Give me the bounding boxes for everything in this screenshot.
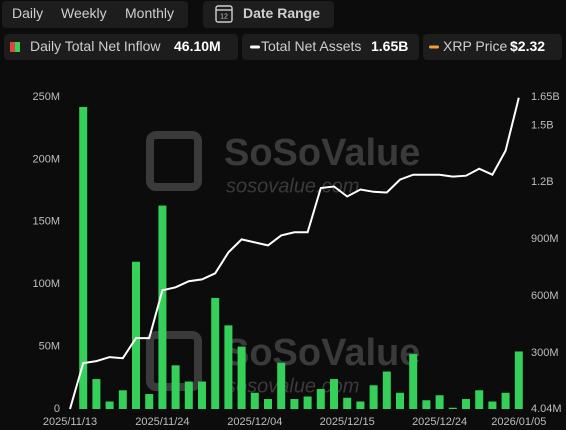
bar [382,371,391,409]
tab[interactable]: Weekly [61,5,107,21]
bar [316,389,325,409]
bar [514,351,523,409]
bar [132,261,140,409]
y2-tick-label: 1.5B [531,119,554,131]
legend-icon [15,42,20,52]
bar [79,106,88,409]
bar [92,379,101,409]
bar [277,362,286,409]
y-tick-label: 250M [32,91,60,103]
watermark-brand: SoSoValue [224,132,420,174]
legend-icon [250,45,260,49]
x-tick-label: 2025/11/24 [135,416,189,428]
bar [198,381,206,409]
bar [171,365,180,409]
y2-tick-label: 900M [531,233,559,245]
legend-icon [429,45,439,49]
y-tick-label: 50M [39,341,60,353]
line [69,97,520,410]
bar [303,396,312,409]
bar [264,399,272,409]
bar [488,401,497,409]
bar [369,385,378,409]
bar [475,390,484,409]
watermark-site: sosovalue.com [226,375,359,397]
bar [158,205,167,409]
tab[interactable]: Daily [12,5,43,21]
bar [184,381,193,409]
legend-box [242,34,419,60]
y-tick-label: 200M [32,153,60,165]
tab-group [2,1,188,28]
legend-box [4,34,238,60]
bar [105,401,114,409]
calendar-day: 12 [220,13,228,20]
y2-tick-label: 600M [531,290,559,302]
legend-label: XRP Price [443,38,508,54]
y2-tick-label: 1.2B [531,176,554,188]
bar [330,379,338,409]
bar [396,392,404,409]
bar [356,401,365,409]
y-tick-label: 150M [32,216,60,228]
bar [448,407,457,409]
legend-value: 1.65B [371,38,408,54]
date-range-label[interactable]: Date Range [243,5,320,21]
tab[interactable]: Monthly [125,5,174,21]
bar [422,400,431,409]
bar [224,325,233,409]
bar [435,395,444,409]
legend-value: $2.32 [510,38,545,54]
bar [145,394,154,409]
x-tick-label: 2025/12/15 [320,416,375,428]
watermarks: SoSoValuesosovalue.comSoSoValuesosovalue… [146,131,420,397]
bar [237,346,246,409]
watermark-logo [146,131,202,191]
x-tick-label: 2026/01/05 [491,416,546,428]
legend-label: Daily Total Net Inflow [30,38,161,54]
bar [118,390,127,409]
watermark-brand: SoSoValue [224,332,420,374]
y-tick-label: 0 [54,403,60,415]
legend-label: Total Net Assets [261,38,361,54]
date-range-button[interactable] [203,1,334,28]
legend-box [423,34,562,60]
x-tick-label: 2025/12/04 [227,416,282,428]
legend-value: 46.10M [174,38,221,54]
bar [409,354,418,409]
watermark-site: sosovalue.com [226,175,359,197]
x-tick-label: 2025/12/24 [412,416,467,428]
y-tick-label: 100M [32,278,60,290]
bar [211,297,220,409]
bar [343,397,352,409]
bar [290,399,299,409]
legend-icon [10,42,15,52]
x-tick-label: 2025/11/13 [43,416,97,428]
bar [501,392,510,409]
bar [250,392,259,409]
calendar-icon [215,5,233,23]
y2-tick-label: 4.04M [531,403,562,415]
bar [462,399,470,409]
y2-tick-label: 1.65B [531,91,560,103]
y2-tick-label: 300M [531,347,559,359]
